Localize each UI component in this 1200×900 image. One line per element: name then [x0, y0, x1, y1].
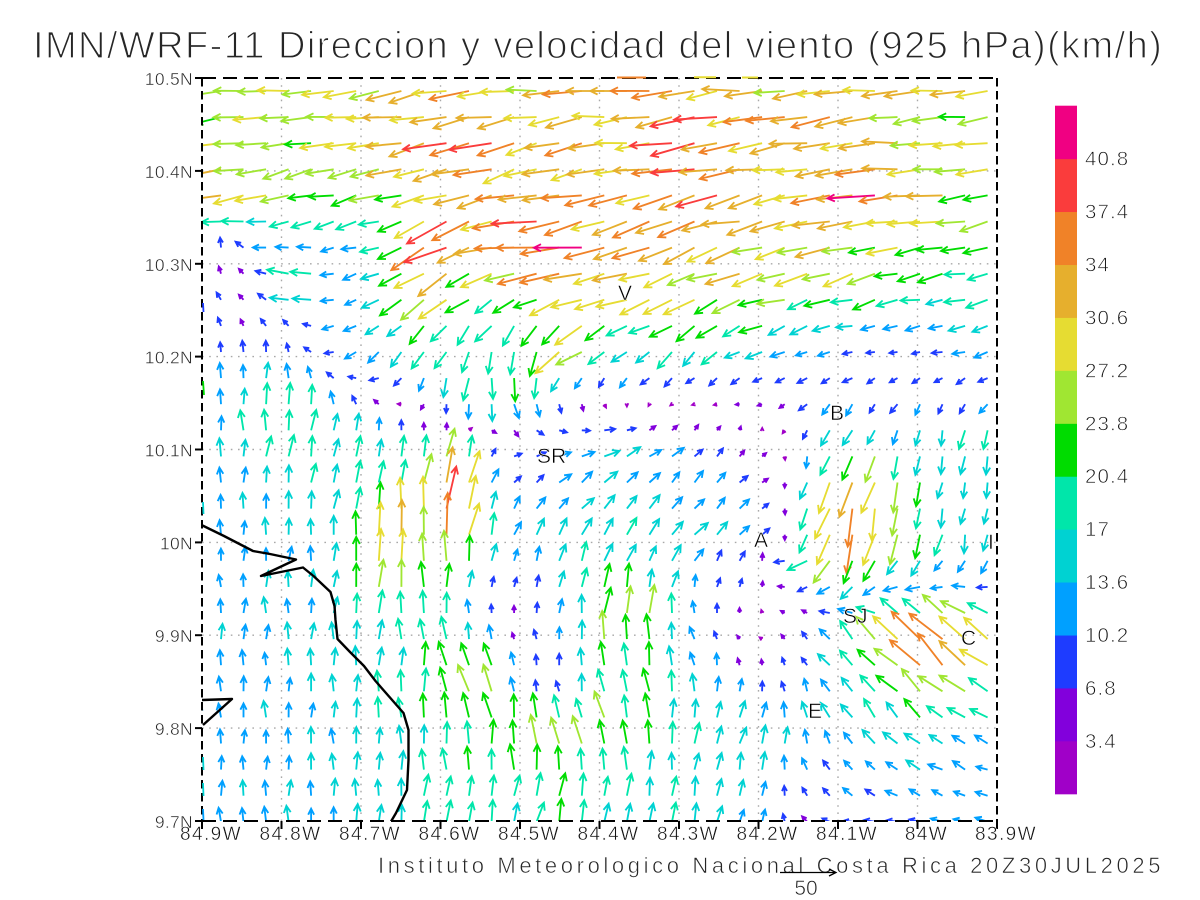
- svg-text:A: A: [754, 529, 768, 552]
- svg-text:9.8N: 9.8N: [155, 719, 193, 739]
- svg-text:17: 17: [1085, 518, 1110, 541]
- svg-text:10.3N: 10.3N: [145, 255, 193, 275]
- svg-text:84.3W: 84.3W: [657, 824, 719, 845]
- svg-text:B: B: [830, 402, 844, 425]
- svg-text:13.6: 13.6: [1085, 571, 1129, 594]
- svg-text:84W: 84W: [905, 824, 948, 845]
- svg-text:84.7W: 84.7W: [339, 824, 401, 845]
- svg-text:84.4W: 84.4W: [578, 824, 640, 845]
- svg-text:84.6W: 84.6W: [419, 824, 481, 845]
- svg-text:E: E: [808, 700, 822, 723]
- svg-text:10.2: 10.2: [1085, 624, 1129, 647]
- svg-text:83.9W: 83.9W: [975, 824, 1037, 845]
- svg-text:10.2N: 10.2N: [145, 348, 193, 368]
- svg-text:C: C: [961, 627, 976, 650]
- svg-text:SR: SR: [537, 445, 566, 468]
- svg-text:84.9W: 84.9W: [180, 824, 242, 845]
- svg-text:SJ: SJ: [843, 605, 868, 628]
- svg-text:84.2W: 84.2W: [737, 824, 799, 845]
- svg-text:Instituto Meteorologico Nacion: Instituto Meteorologico Nacional Costa R…: [378, 853, 1163, 878]
- svg-text:V: V: [618, 282, 632, 305]
- svg-text:37.4: 37.4: [1085, 201, 1129, 224]
- svg-text:9.9N: 9.9N: [155, 626, 193, 646]
- svg-text:6.8: 6.8: [1085, 677, 1117, 700]
- svg-text:10N: 10N: [160, 533, 193, 553]
- svg-text:84.1W: 84.1W: [816, 824, 878, 845]
- svg-text:9.7N: 9.7N: [155, 812, 193, 832]
- svg-text:23.8: 23.8: [1085, 412, 1129, 435]
- svg-text:10.5N: 10.5N: [145, 69, 193, 89]
- svg-text:84.5W: 84.5W: [498, 824, 560, 845]
- svg-text:20.4: 20.4: [1085, 465, 1129, 488]
- svg-text:10.1N: 10.1N: [145, 441, 193, 461]
- svg-text:50: 50: [794, 877, 817, 900]
- svg-text:34: 34: [1085, 254, 1110, 277]
- svg-text:27.2: 27.2: [1085, 359, 1129, 382]
- svg-text:IMN/WRF-11 Direccion y velocid: IMN/WRF-11 Direccion y velocidad del vie…: [33, 25, 1163, 67]
- svg-text:I: I: [988, 531, 994, 554]
- svg-text:30.6: 30.6: [1085, 306, 1129, 329]
- svg-text:40.8: 40.8: [1085, 148, 1129, 171]
- svg-text:3.4: 3.4: [1085, 730, 1117, 753]
- svg-text:10.4N: 10.4N: [145, 162, 193, 182]
- svg-text:84.8W: 84.8W: [260, 824, 322, 845]
